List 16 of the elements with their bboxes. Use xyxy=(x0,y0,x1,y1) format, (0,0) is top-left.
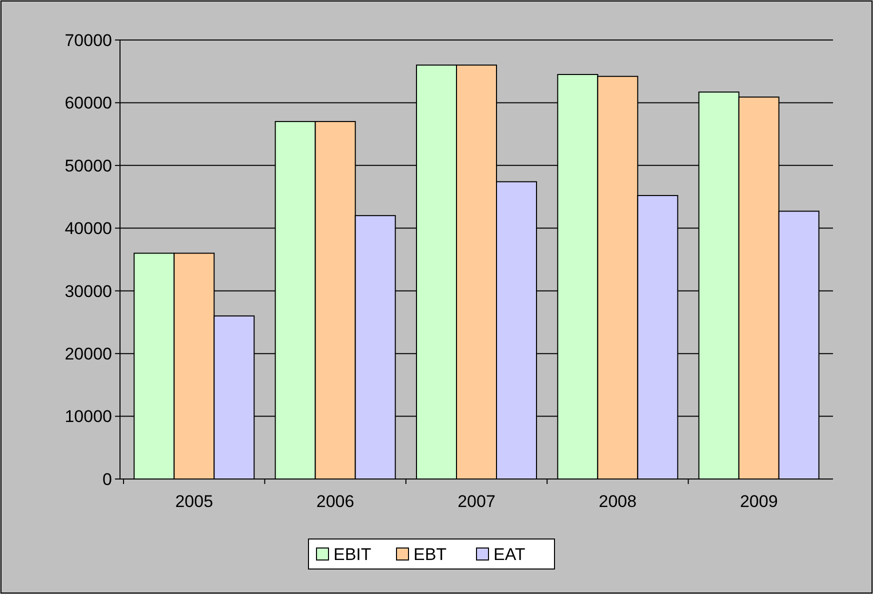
x-tick-label: 2006 xyxy=(316,492,354,511)
legend-label: EBT xyxy=(414,544,447,564)
y-tick-label: 70000 xyxy=(64,30,112,50)
x-tick-label: 2005 xyxy=(175,492,214,511)
legend-label: EBIT xyxy=(334,544,372,564)
y-tick-label: 10000 xyxy=(64,407,112,426)
y-tick-label: 20000 xyxy=(64,344,112,364)
x-tick-label: 2007 xyxy=(458,492,496,511)
x-tick-label: 2008 xyxy=(598,492,637,511)
y-tick-label: 30000 xyxy=(64,282,112,301)
y-tick-label: 50000 xyxy=(64,156,112,176)
y-tick-label: 60000 xyxy=(64,94,112,113)
legend-label: EAT xyxy=(494,544,526,564)
y-tick-label: 40000 xyxy=(64,219,112,238)
x-tick-label: 2009 xyxy=(740,492,778,511)
y-tick-label: 0 xyxy=(102,470,112,489)
